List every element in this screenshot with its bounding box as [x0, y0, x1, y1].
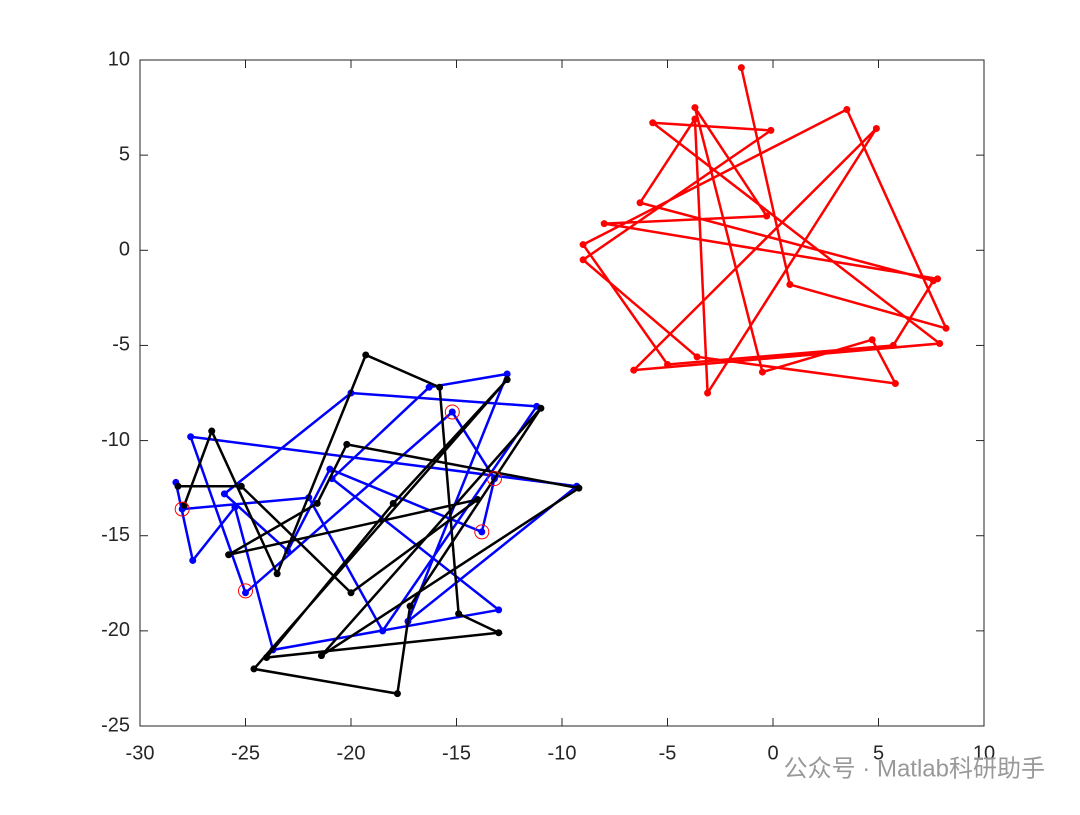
x-tick-label: -10	[548, 742, 577, 764]
point	[936, 340, 944, 348]
point	[237, 482, 245, 490]
point	[326, 465, 334, 473]
point	[317, 652, 325, 660]
circle-marker	[238, 583, 253, 599]
point	[406, 602, 414, 610]
point	[868, 336, 876, 344]
circle-marker	[474, 524, 490, 540]
plot-area	[139, 59, 985, 727]
point	[691, 104, 699, 112]
point	[763, 212, 771, 220]
y-tick-label: -10	[101, 429, 130, 451]
point	[942, 324, 950, 332]
point	[889, 341, 897, 349]
point	[455, 610, 463, 618]
x-tick-label: -30	[126, 742, 155, 764]
y-tick-label: -15	[101, 524, 130, 546]
point	[891, 379, 899, 387]
point	[347, 589, 355, 597]
point	[436, 383, 444, 391]
point	[786, 281, 794, 289]
point	[343, 440, 351, 448]
point	[425, 383, 433, 391]
point	[220, 490, 228, 498]
point	[767, 126, 775, 134]
point	[208, 427, 216, 435]
x-tick-label: -5	[659, 742, 677, 764]
point	[693, 353, 701, 361]
point	[503, 370, 511, 378]
point	[636, 199, 644, 207]
point	[630, 366, 638, 374]
point	[575, 484, 583, 492]
x-tick-label: 10	[973, 742, 995, 764]
y-tick-label: 10	[108, 48, 130, 70]
point	[174, 482, 182, 490]
point	[189, 556, 197, 564]
x-tick-label: 0	[767, 742, 778, 764]
x-tick-label: 5	[873, 742, 884, 764]
point	[389, 499, 397, 507]
point	[691, 115, 699, 123]
point	[478, 528, 486, 536]
y-tick-label: -25	[101, 714, 130, 736]
y-tick-label: -20	[101, 619, 130, 641]
x-tick-label: -25	[231, 742, 260, 764]
point	[579, 256, 587, 264]
point	[737, 64, 745, 72]
point	[250, 665, 258, 673]
point	[664, 360, 671, 368]
point	[187, 433, 195, 441]
x-tick-label: -20	[337, 742, 366, 764]
point	[537, 404, 545, 412]
point	[872, 125, 880, 133]
point	[231, 503, 239, 511]
y-tick-label: 5	[119, 143, 130, 165]
x-tick-label: -15	[442, 742, 471, 764]
point	[379, 627, 387, 635]
point	[225, 551, 233, 559]
point	[503, 376, 511, 384]
point	[600, 220, 608, 228]
point	[362, 351, 370, 359]
y-tick-label: -5	[112, 334, 130, 356]
point	[649, 119, 657, 127]
circle-marker	[444, 404, 460, 420]
circle-marker	[486, 471, 502, 487]
point	[313, 499, 321, 507]
point	[579, 241, 587, 249]
y-tick-label: 0	[119, 239, 130, 261]
point	[273, 570, 281, 578]
point	[704, 389, 712, 397]
point	[393, 690, 401, 698]
point	[448, 408, 456, 416]
point	[758, 368, 766, 376]
circle-marker	[174, 501, 190, 517]
point	[242, 589, 249, 597]
point	[495, 629, 503, 637]
point	[263, 653, 271, 661]
watermark: 公众号 · Matlab科研助手	[784, 755, 1045, 782]
point	[843, 105, 851, 113]
point	[934, 275, 942, 283]
point	[495, 606, 503, 614]
point	[474, 496, 482, 504]
